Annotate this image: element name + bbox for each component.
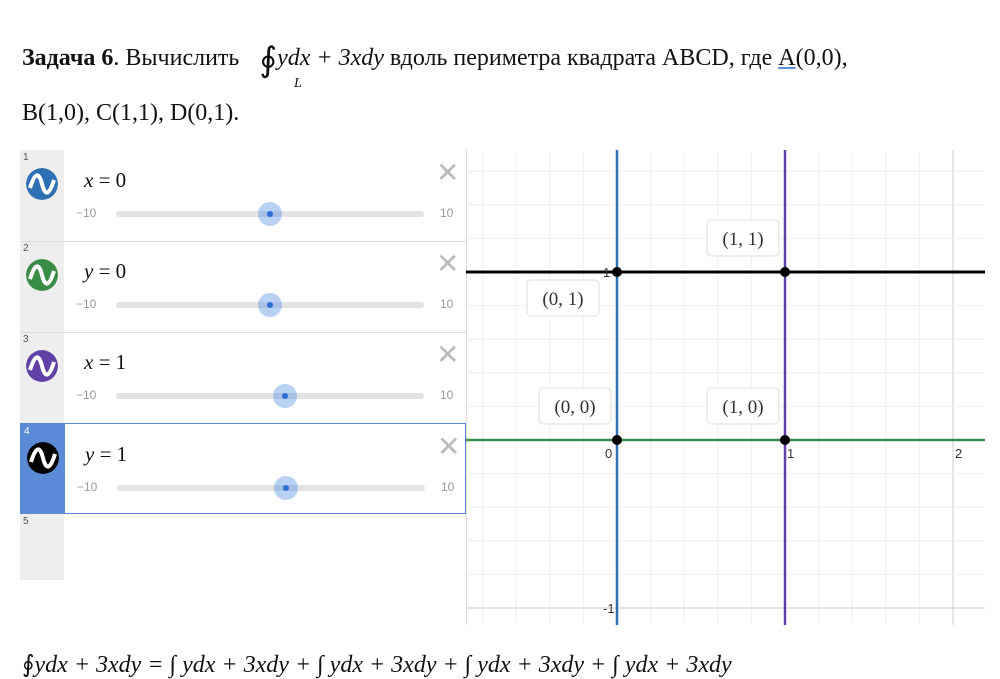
expr-lhs: y bbox=[84, 259, 94, 283]
task-title: Задача 6 bbox=[22, 45, 114, 71]
slider-min[interactable]: −10 bbox=[76, 206, 97, 220]
expr-lhs: x bbox=[84, 168, 94, 192]
graph-style-icon[interactable] bbox=[26, 168, 58, 200]
expression-input[interactable]: y = 1 bbox=[85, 442, 127, 467]
expression-list: 1 x = 0 ✕ −10 10 2 y = 0 ✕ −10 10 3 x = … bbox=[20, 150, 467, 625]
tick-label-x: 0 bbox=[605, 446, 612, 461]
expression-number: 1 bbox=[23, 152, 29, 163]
graph-style-icon[interactable] bbox=[26, 259, 58, 291]
point bbox=[612, 267, 622, 277]
point-label: (1, 0) bbox=[722, 397, 763, 418]
point-a: A bbox=[778, 45, 796, 71]
slider-max[interactable]: 10 bbox=[441, 480, 455, 494]
slider-max[interactable]: 10 bbox=[440, 297, 454, 311]
slider-handle[interactable] bbox=[273, 384, 298, 408]
expr-lhs: y bbox=[85, 442, 95, 466]
slider-track[interactable] bbox=[117, 476, 425, 500]
slider-min[interactable]: −10 bbox=[77, 480, 98, 494]
graph-canvas[interactable]: 0 1 2 1 -1 (0, 0) (1, 0) (0, 1) (1, 1) bbox=[466, 150, 985, 625]
slider-handle[interactable] bbox=[258, 202, 282, 226]
expr-rhs: = 1 bbox=[99, 442, 128, 466]
slider-handle[interactable] bbox=[274, 476, 299, 500]
contour-integral-sign: ∮ bbox=[22, 652, 35, 678]
slider-track[interactable] bbox=[116, 202, 424, 226]
tick-label-y: 1 bbox=[603, 265, 610, 280]
slider-max[interactable]: 10 bbox=[440, 206, 454, 220]
slider-min[interactable]: −10 bbox=[76, 388, 97, 402]
integrand: ydx + 3xdy bbox=[277, 45, 384, 71]
slider-handle[interactable] bbox=[258, 293, 282, 317]
graph-style-icon[interactable] bbox=[27, 442, 59, 474]
text: . Вычислить bbox=[113, 45, 246, 71]
expression-input[interactable]: x = 1 bbox=[84, 350, 126, 375]
expression-input[interactable]: y = 0 bbox=[84, 259, 126, 284]
expr-rhs: = 1 bbox=[98, 350, 127, 374]
formula: ∮ydx + 3xdy = ∫ ydx + 3xdy + ∫ ydx + 3xd… bbox=[22, 650, 732, 679]
point-label-box bbox=[706, 219, 780, 257]
point-label-box bbox=[526, 279, 600, 317]
delete-icon[interactable]: ✕ bbox=[436, 339, 460, 370]
expression-number: 4 bbox=[24, 426, 30, 437]
task-statement: Задача 6. Вычислить ∮ydx + 3xdy вдоль пе… bbox=[22, 34, 848, 79]
tick-label-y: -1 bbox=[603, 601, 615, 616]
expression-item[interactable]: 3 x = 1 ✕ −10 10 bbox=[20, 332, 466, 424]
delete-icon[interactable]: ✕ bbox=[437, 431, 461, 462]
text: вдоль периметра квадрата ABCD, где bbox=[383, 45, 779, 71]
tick-label-x: 2 bbox=[955, 446, 962, 461]
expression-item[interactable]: 2 y = 0 ✕ −10 10 bbox=[20, 241, 466, 333]
graph-style-icon[interactable] bbox=[26, 350, 58, 382]
slider-track[interactable] bbox=[116, 293, 424, 317]
expression-input[interactable]: x = 0 bbox=[84, 168, 126, 193]
point-label-box bbox=[538, 387, 612, 425]
point-label: (1, 1) bbox=[722, 229, 763, 250]
expr-rhs: = 0 bbox=[98, 168, 127, 192]
desmos-screenshot: 1 x = 0 ✕ −10 10 2 y = 0 ✕ −10 10 3 x = … bbox=[20, 150, 985, 625]
formula-text: ydx + 3xdy = ∫ ydx + 3xdy + ∫ ydx + 3xdy… bbox=[34, 652, 732, 678]
delete-icon[interactable]: ✕ bbox=[436, 157, 460, 188]
text: (0,0), bbox=[795, 45, 848, 71]
integral-subscript: L bbox=[294, 76, 302, 91]
contour-integral-sign: ∮ bbox=[259, 42, 278, 79]
delete-icon[interactable]: ✕ bbox=[436, 248, 460, 279]
expression-number: 2 bbox=[23, 243, 29, 254]
expression-item[interactable]: 1 x = 0 ✕ −10 10 bbox=[20, 150, 466, 242]
point-label: (0, 0) bbox=[554, 397, 595, 418]
expression-number: 5 bbox=[23, 516, 29, 527]
expression-empty[interactable]: 5 bbox=[20, 514, 466, 605]
slider-max[interactable]: 10 bbox=[440, 388, 454, 402]
point-label: (0, 1) bbox=[542, 289, 583, 310]
point-label-box bbox=[706, 387, 780, 425]
task-statement-line2: B(1,0), C(1,1), D(0,1). bbox=[22, 100, 240, 126]
slider-track[interactable] bbox=[116, 384, 424, 408]
point bbox=[780, 435, 790, 445]
slider-min[interactable]: −10 bbox=[76, 297, 97, 311]
tick-label-x: 1 bbox=[787, 446, 794, 461]
point bbox=[780, 267, 790, 277]
point bbox=[612, 435, 622, 445]
expression-number: 3 bbox=[23, 334, 29, 345]
expression-item[interactable]: 4 y = 1 ✕ −10 10 bbox=[20, 423, 466, 514]
expr-rhs: = 0 bbox=[98, 259, 127, 283]
expr-lhs: x bbox=[84, 350, 94, 374]
